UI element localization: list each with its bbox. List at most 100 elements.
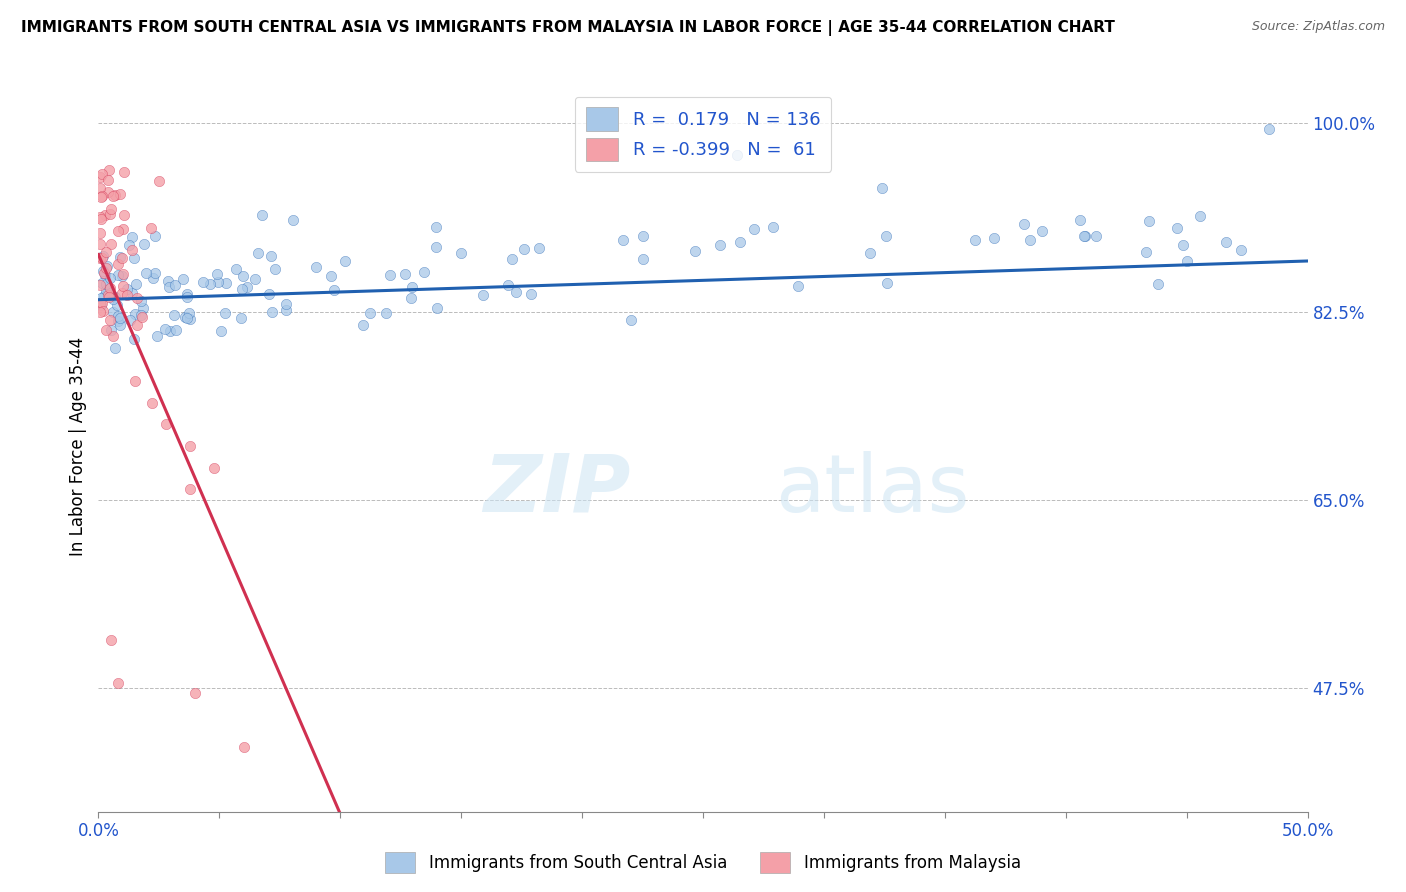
Point [93,304,115,318]
Point [94,277,117,292]
Point [450,246,472,260]
Point [91,264,114,278]
Point [111,279,134,293]
Point [111,222,134,236]
Point [107,268,129,282]
Point [97,185,120,199]
Point [378,268,401,283]
Point [198,277,221,291]
Point [425,239,447,253]
Point [94,323,117,337]
Point [333,254,356,268]
Point [359,306,381,320]
Point [1166,220,1188,235]
Point [143,229,166,244]
Point [870,181,893,195]
Point [101,305,124,319]
Point [112,208,135,222]
Point [91,251,114,265]
Point [153,322,176,336]
Point [631,229,654,244]
Point [100,202,122,217]
Point [1189,209,1212,223]
Point [112,165,135,179]
Point [97,285,120,299]
Point [172,271,194,285]
Point [1019,233,1042,247]
Point [375,306,398,320]
Point [90,296,112,310]
Point [1215,235,1237,250]
Point [100,632,122,647]
Point [352,318,374,332]
Point [90,291,112,305]
Point [319,268,342,283]
Point [146,328,169,343]
Point [98,270,121,285]
Point [520,287,543,301]
Point [143,266,166,280]
Point [177,306,200,320]
Point [135,266,157,280]
Point [104,341,127,355]
Point [108,311,131,326]
Point [89,210,111,224]
Point [131,301,153,316]
Point [103,328,125,343]
Point [98,281,121,295]
Point [1085,229,1108,244]
Point [281,212,304,227]
Point [89,237,111,252]
Point [229,310,252,325]
Point [100,323,122,337]
Point [96,259,118,273]
Point [117,282,139,296]
Point [257,286,280,301]
Point [179,311,201,326]
Point [157,274,180,288]
Point [1257,121,1279,136]
Point [612,233,634,247]
Point [111,267,134,281]
Point [983,230,1005,244]
Point [263,261,285,276]
Point [1031,224,1053,238]
Point [98,313,121,327]
Point [179,439,201,453]
Point [1171,237,1194,252]
Point [207,275,229,289]
Point [247,245,270,260]
Point [709,238,731,252]
Point [121,285,143,300]
Point [125,277,148,292]
Point [236,279,259,293]
Point [205,267,228,281]
Point [859,245,882,260]
Point [274,303,297,318]
Point [159,324,181,338]
Point [527,241,550,255]
Point [131,293,153,308]
Point [90,190,112,204]
Point [107,257,129,271]
Point [90,297,112,311]
Point [89,296,111,310]
Point [513,242,536,256]
Point [108,250,131,264]
Point [93,288,115,302]
Point [176,311,198,326]
Point [94,283,117,297]
Point [243,272,266,286]
Point [142,271,165,285]
Point [97,288,120,302]
Point [179,482,201,496]
Point [110,268,132,283]
Point [163,278,186,293]
Point [725,148,748,162]
Point [683,244,706,259]
Point [472,288,495,302]
Point [89,251,111,265]
Point [231,281,253,295]
Point [193,275,215,289]
Point [631,252,654,266]
